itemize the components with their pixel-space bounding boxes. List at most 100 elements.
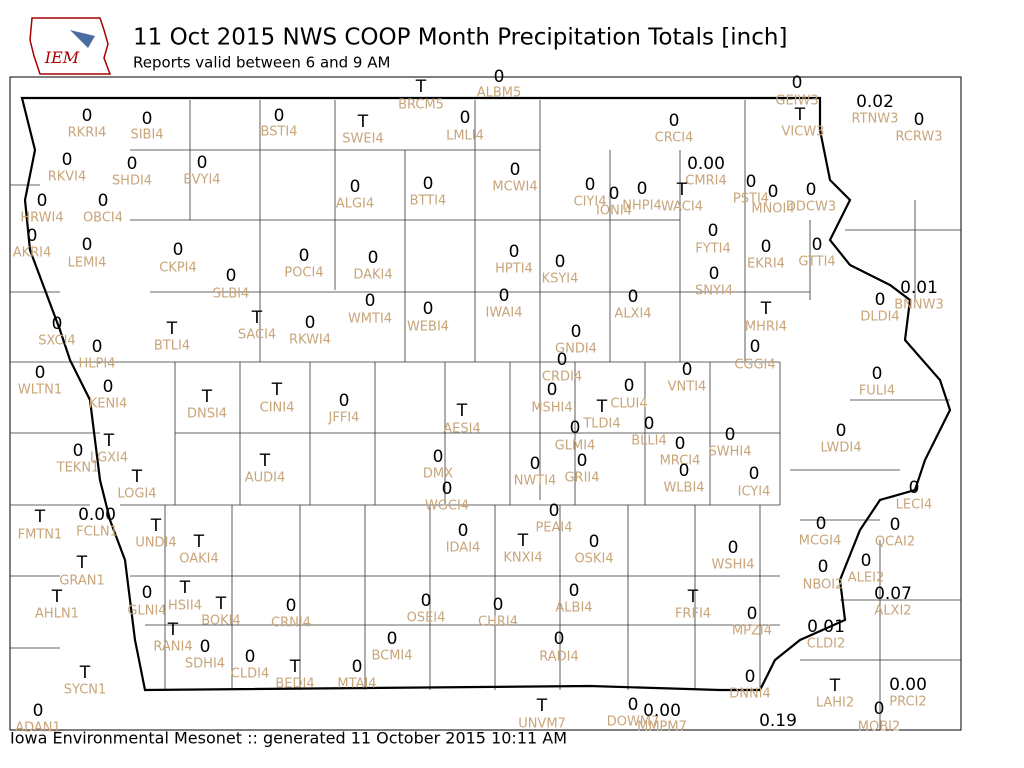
station-id: CLDI4 (231, 667, 269, 682)
station-value: 0 (569, 581, 580, 601)
station-value: 0 (644, 414, 655, 434)
station-value: 0 (812, 235, 823, 255)
station-value: 0 (226, 266, 237, 286)
station-value: 0 (142, 583, 153, 603)
station-value: 0 (73, 441, 84, 461)
station-value: 0 (745, 667, 756, 687)
station-id: LAHI2 (816, 696, 854, 711)
station-id: JFFI4 (328, 411, 360, 426)
station-id: LWDI4 (820, 441, 861, 456)
station-value: 0 (305, 313, 316, 333)
station-id: LEMI4 (68, 256, 107, 271)
station-id: CRNI4 (271, 616, 311, 631)
station-value: 0 (679, 461, 690, 481)
station-id: UNDI4 (135, 536, 176, 551)
station-value: T (131, 467, 143, 487)
station-id: DNNI4 (729, 687, 771, 702)
station-id: CIYI4 (574, 195, 607, 210)
station-id: MCWI4 (492, 180, 537, 195)
station-id: SWHI4 (709, 445, 752, 460)
station-id: KSYI4 (542, 272, 579, 287)
station-value: T (166, 319, 178, 339)
station-id: DDCW3 (786, 200, 836, 215)
station-id: ALGI4 (336, 197, 374, 212)
station-id: KENI4 (89, 397, 128, 412)
station-id: SWEI4 (342, 132, 383, 147)
station-value: 0 (872, 364, 883, 384)
station-id: CRCI4 (655, 131, 694, 146)
station-value: T (271, 380, 283, 400)
station-id: RKRI4 (68, 126, 107, 141)
station-value: 0 (458, 521, 469, 541)
station-id: FYTI4 (695, 242, 730, 257)
station-value: 0 (35, 363, 46, 383)
station-value: 0 (861, 551, 872, 571)
station-id: BTTI4 (410, 194, 447, 209)
station-value: 0 (460, 108, 471, 128)
station-value: 0 (352, 657, 363, 677)
station-value: 0 (874, 699, 885, 719)
station-id: SIBI4 (130, 128, 163, 143)
station-id: CLUI4 (610, 397, 647, 412)
station-value: T (687, 587, 699, 607)
station-id: SHDI4 (112, 174, 152, 189)
station-value: 0 (628, 695, 639, 715)
station-value: T (415, 77, 427, 97)
station-value: 0 (142, 109, 153, 129)
station-id: VNTI4 (668, 380, 707, 395)
station-value: 0 (493, 595, 504, 615)
station-value: 0 (750, 337, 761, 357)
logo-text: IEM (44, 48, 80, 67)
station-value: T (103, 431, 115, 451)
station-id: OSEI4 (407, 611, 446, 626)
logo: IEM (29, 17, 112, 75)
station-value: 0 (709, 264, 720, 284)
station-value: 0 (728, 538, 739, 558)
station-value: T (536, 696, 548, 716)
station-id: CLDI2 (807, 637, 845, 652)
station-id: CMRI4 (685, 174, 726, 189)
station-id: BCMI4 (371, 649, 412, 664)
station-value: 0 (200, 637, 211, 657)
station-id: GRAN1 (59, 574, 104, 589)
station-id: AKRI4 (13, 246, 52, 261)
station-id: SNYI4 (695, 284, 733, 299)
station-value: 0 (27, 226, 38, 246)
station-value: T (517, 531, 529, 551)
station-value: 0 (570, 418, 581, 438)
station-value: 0 (82, 235, 93, 255)
station-id: AUDI4 (245, 471, 286, 486)
station-value: 0 (682, 360, 693, 380)
state-border (20, 96, 952, 692)
station-value: 0 (637, 179, 648, 199)
station-value: 0 (103, 377, 114, 397)
station-value: 0 (245, 647, 256, 667)
title: 11 Oct 2015 NWS COOP Month Precipitation… (133, 25, 787, 51)
station-id: ICYI4 (738, 485, 771, 500)
station-value: 0 (423, 174, 434, 194)
station-id: HSII4 (168, 599, 202, 614)
station-id: HPTI4 (495, 262, 533, 277)
station-id: RKVI4 (48, 170, 87, 185)
station-value: T (79, 663, 91, 683)
station-value: 0 (749, 464, 760, 484)
station-value: T (794, 105, 806, 125)
station-value: 0 (571, 322, 582, 342)
station-value: 0 (792, 73, 803, 93)
station-id: WGCI4 (425, 499, 469, 514)
station-id: AHLN1 (35, 607, 79, 622)
station-id: SYCN1 (64, 683, 107, 698)
station-id: RKWI4 (289, 333, 331, 348)
station-id: DNSI4 (187, 407, 227, 422)
station-value: T (215, 594, 227, 614)
footer: Iowa Environmental Mesonet :: generated … (10, 729, 567, 748)
station-id: QCAI2 (875, 535, 915, 550)
station-value: 0 (62, 150, 73, 170)
station-id: DAKI4 (353, 268, 392, 283)
station-value: 0 (675, 434, 686, 454)
station-id: WACI4 (661, 200, 703, 215)
station-id: FCLN1 (76, 525, 118, 540)
station-value: T (76, 553, 88, 573)
station-id: ALBI4 (555, 601, 592, 616)
